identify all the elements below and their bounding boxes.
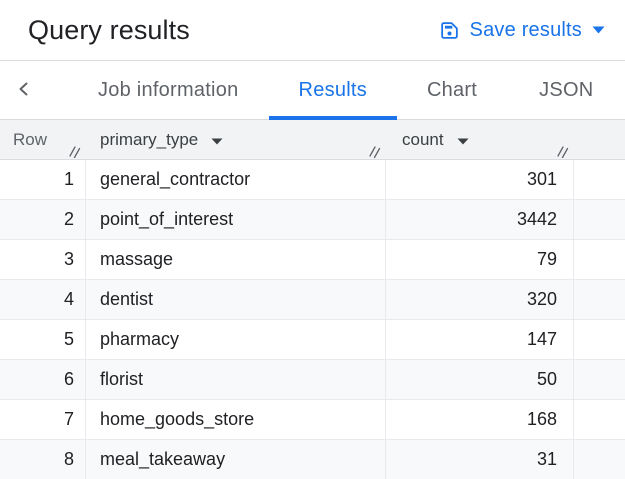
row-number-cell: 8 (0, 440, 86, 479)
tab-results[interactable]: Results (268, 61, 397, 120)
filler-cell (574, 400, 625, 439)
scroll-tabs-left-button[interactable] (0, 61, 48, 119)
primary-type-cell: meal_takeaway (86, 440, 386, 479)
tab-label: JSON (539, 78, 594, 101)
row-number-cell: 3 (0, 240, 86, 279)
count-cell: 301 (386, 160, 574, 199)
column-menu-button[interactable] (209, 131, 225, 150)
column-label: Row (13, 130, 48, 149)
table-row: 5 pharmacy 147 (0, 320, 625, 360)
tab-label: Job information (98, 78, 239, 101)
table-row: 3 massage 79 (0, 240, 625, 280)
filler-cell (574, 200, 625, 239)
tab-label: Results (298, 78, 367, 101)
primary-type-cell: massage (86, 240, 386, 279)
table-row: 8 meal_takeaway 31 (0, 440, 625, 479)
primary-type-cell: general_contractor (86, 160, 386, 199)
table-row: 7 home_goods_store 168 (0, 400, 625, 440)
table-row: 1 general_contractor 301 (0, 160, 625, 200)
column-label: count (402, 130, 444, 149)
filler-cell (574, 160, 625, 199)
column-header-count: count (386, 120, 574, 160)
count-cell: 320 (386, 280, 574, 319)
row-number-cell: 1 (0, 160, 86, 199)
column-resize-handle[interactable] (555, 144, 569, 158)
tab-label: Chart (426, 78, 478, 101)
count-cell: 79 (386, 240, 574, 279)
count-cell: 3442 (386, 200, 574, 239)
count-cell: 168 (386, 400, 574, 439)
column-label: primary_type (100, 130, 199, 149)
tab-json[interactable]: JSON (519, 61, 613, 119)
save-results-label: Save results (469, 18, 582, 41)
table-row: 2 point_of_interest 3442 (0, 200, 625, 240)
primary-type-cell: point_of_interest (86, 200, 386, 239)
column-resize-handle[interactable] (67, 144, 81, 158)
chevron-left-icon (16, 81, 32, 100)
count-cell: 50 (386, 360, 574, 399)
row-number-cell: 4 (0, 280, 86, 319)
filler-cell (574, 320, 625, 359)
row-number-cell: 2 (0, 200, 86, 239)
primary-type-cell: dentist (86, 280, 386, 319)
count-cell: 31 (386, 440, 574, 479)
save-results-button[interactable]: Save results (439, 19, 605, 42)
dropdown-arrow-icon (457, 133, 469, 148)
row-number-cell: 7 (0, 400, 86, 439)
tab-chart[interactable]: Chart (397, 61, 507, 119)
column-menu-button[interactable] (455, 131, 471, 150)
count-cell: 147 (386, 320, 574, 359)
table-row: 6 florist 50 (0, 360, 625, 400)
table-row: 4 dentist 320 (0, 280, 625, 320)
results-table: Row primary_type (0, 120, 625, 479)
primary-type-cell: florist (86, 360, 386, 399)
primary-type-cell: pharmacy (86, 320, 386, 359)
tab-job-information[interactable]: Job information (68, 61, 269, 119)
active-tab-underline (268, 116, 397, 120)
table-body: 1 general_contractor 301 2 point_of_inte… (0, 160, 625, 479)
column-header-filler (574, 120, 625, 160)
filler-cell (574, 360, 625, 399)
column-resize-handle[interactable] (367, 144, 381, 158)
dropdown-arrow-icon (211, 133, 223, 148)
row-number-cell: 5 (0, 320, 86, 359)
primary-type-cell: home_goods_store (86, 400, 386, 439)
filler-cell (574, 240, 625, 279)
filler-cell (574, 280, 625, 319)
column-header-row: Row (0, 120, 86, 160)
save-icon (439, 20, 460, 41)
filler-cell (574, 440, 625, 479)
save-dropdown-caret-icon (592, 26, 605, 34)
table-header-row: Row primary_type (0, 120, 625, 160)
column-header-primary-type: primary_type (86, 120, 386, 160)
row-number-cell: 6 (0, 360, 86, 399)
page-title: Query results (28, 14, 190, 45)
tab-bar: Job information Results Chart JSON (0, 61, 625, 120)
panel-header: Query results Save results (0, 0, 625, 61)
